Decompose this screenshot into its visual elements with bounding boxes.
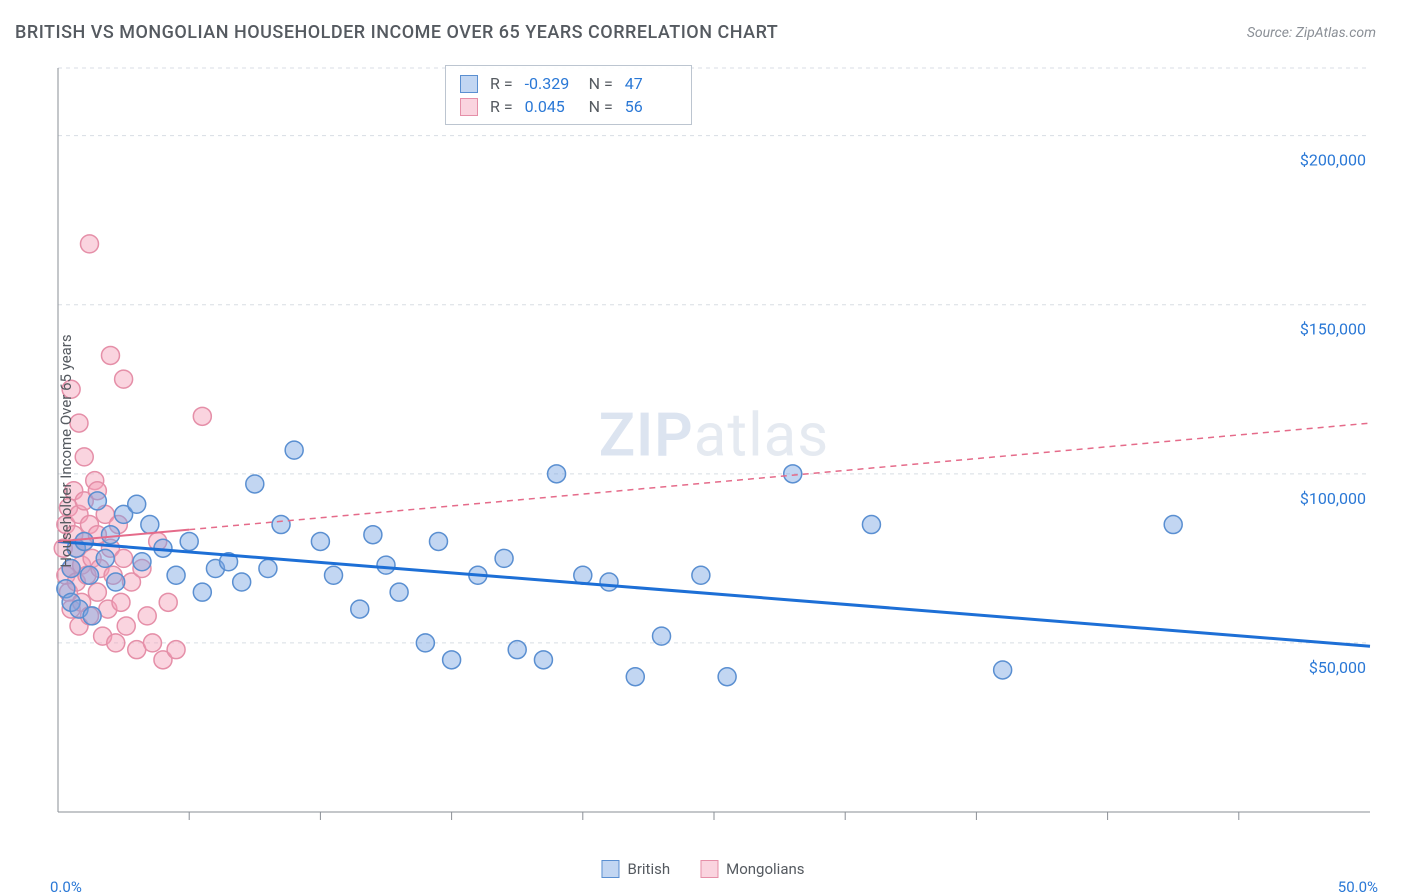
r-value: -0.329	[525, 74, 573, 93]
n-value: 47	[625, 74, 673, 93]
source-attribution: Source: ZipAtlas.com	[1247, 25, 1376, 41]
legend-swatch	[601, 860, 619, 878]
chart-area: Householder Income Over 65 years $50,000…	[50, 60, 1378, 842]
n-label: N =	[589, 74, 613, 93]
x-axis-max: 50.0%	[1338, 878, 1378, 896]
legend-label: British	[627, 860, 670, 878]
legend-item: British	[601, 860, 670, 878]
legend-item: Mongolians	[700, 860, 804, 878]
series-swatch	[460, 75, 478, 93]
scatter-chart: $50,000 $100,000 $150,000 $200,000	[50, 60, 1378, 842]
r-label: R =	[490, 97, 513, 116]
r-label: R =	[490, 74, 513, 93]
legend-label: Mongolians	[726, 860, 804, 878]
n-label: N =	[589, 97, 613, 116]
x-axis-min: 0.0%	[50, 878, 82, 896]
header: BRITISH VS MONGOLIAN HOUSEHOLDER INCOME …	[0, 0, 1406, 53]
y-axis-label: Householder Income Over 65 years	[57, 334, 75, 567]
svg-text:$100,000: $100,000	[1300, 489, 1366, 508]
legend-swatch	[700, 860, 718, 878]
svg-text:$150,000: $150,000	[1300, 320, 1366, 339]
series-legend: British Mongolians	[601, 860, 804, 878]
correlation-stats-box: R = -0.329 N = 47 R = 0.045 N = 56	[445, 65, 692, 125]
chart-title: BRITISH VS MONGOLIAN HOUSEHOLDER INCOME …	[15, 22, 778, 43]
stats-row: R = 0.045 N = 56	[460, 95, 677, 118]
n-value: 56	[625, 97, 673, 116]
svg-text:$200,000: $200,000	[1300, 151, 1366, 170]
series-swatch	[460, 98, 478, 116]
svg-text:$50,000: $50,000	[1309, 658, 1366, 677]
stats-row: R = -0.329 N = 47	[460, 72, 677, 95]
r-value: 0.045	[525, 97, 573, 116]
